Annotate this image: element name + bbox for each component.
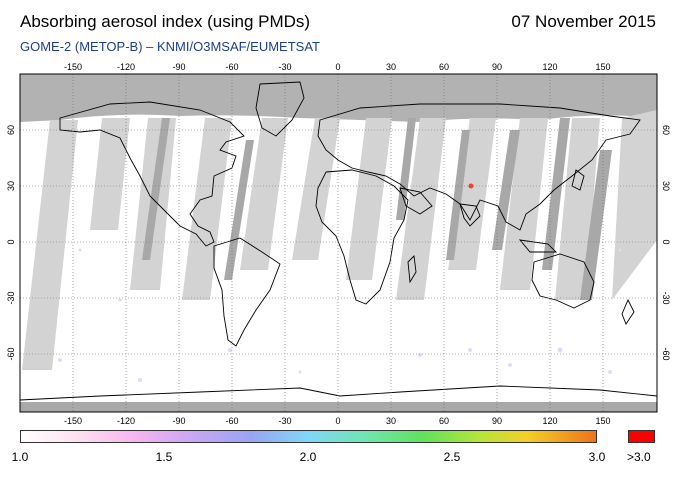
map-subtitle: GOME-2 (METOP-B) – KNMI/O3MSAF/EUMETSAT [20,39,320,54]
polar-night-south [20,402,657,412]
lat-labels-right: 60 30 0 -30 -60 [661,125,671,361]
lon-tick-label: 60 [439,62,449,72]
map-layers [20,74,657,412]
lon-tick-label: -60 [225,62,238,72]
lon-tick-label: -150 [64,416,82,426]
lon-tick-label: 30 [386,62,396,72]
lon-labels-bottom: -150 -120 -90 -60 -30 0 30 60 90 120 150 [64,416,611,426]
lat-tick-label: 0 [661,239,671,244]
lon-tick-label: 0 [335,62,340,72]
map-title: Absorbing aerosol index (using PMDs) [20,12,311,31]
map-date: 07 November 2015 [511,12,656,31]
graticule [20,74,657,412]
colorbar [20,430,597,443]
lon-tick-label: 0 [335,416,340,426]
map-border [19,73,658,413]
lon-tick-label: -150 [64,62,82,72]
lat-tick-label: 60 [661,125,671,135]
lon-tick-label: 150 [595,62,610,72]
colorbar-over-label: >3.0 [627,450,651,464]
lat-tick-label: -30 [661,291,671,304]
lon-tick-label: -90 [172,416,185,426]
colorbar-over-swatch [628,430,655,443]
lon-tick-label: 30 [386,416,396,426]
colorbar-label: 1.5 [155,450,173,464]
lat-tick-label: 30 [661,181,671,191]
lat-labels-left: 60 30 0 -30 -60 [6,125,16,361]
colorbar-label: 3.0 [588,450,606,464]
lon-tick-label: 90 [492,416,502,426]
lon-tick-label: -90 [172,62,185,72]
lon-labels-top: -150 -120 -90 -60 -30 0 30 60 90 120 150 [64,62,611,72]
lat-tick-label: -60 [661,347,671,360]
lon-tick-label: -120 [117,416,135,426]
lon-tick-label: -60 [225,416,238,426]
coastlines [20,81,657,401]
overlap-strips [142,118,612,300]
lon-tick-label: 60 [439,416,449,426]
lon-tick-label: 120 [542,62,557,72]
colorbar-label: 2.5 [443,450,461,464]
lon-tick-label: 120 [542,416,557,426]
lon-tick-label: -120 [117,62,135,72]
lat-tick-label: -30 [6,291,16,304]
lon-tick-label: 90 [492,62,502,72]
lat-tick-label: 30 [6,181,16,191]
lon-tick-label: 150 [595,416,610,426]
lat-tick-label: 60 [6,125,16,135]
lat-tick-label: -60 [6,347,16,360]
lon-tick-label: -30 [278,416,291,426]
lat-tick-label: 0 [6,239,16,244]
colorbar-label: 2.0 [299,450,317,464]
lon-tick-label: -30 [278,62,291,72]
colorbar-label: 1.0 [11,450,29,464]
